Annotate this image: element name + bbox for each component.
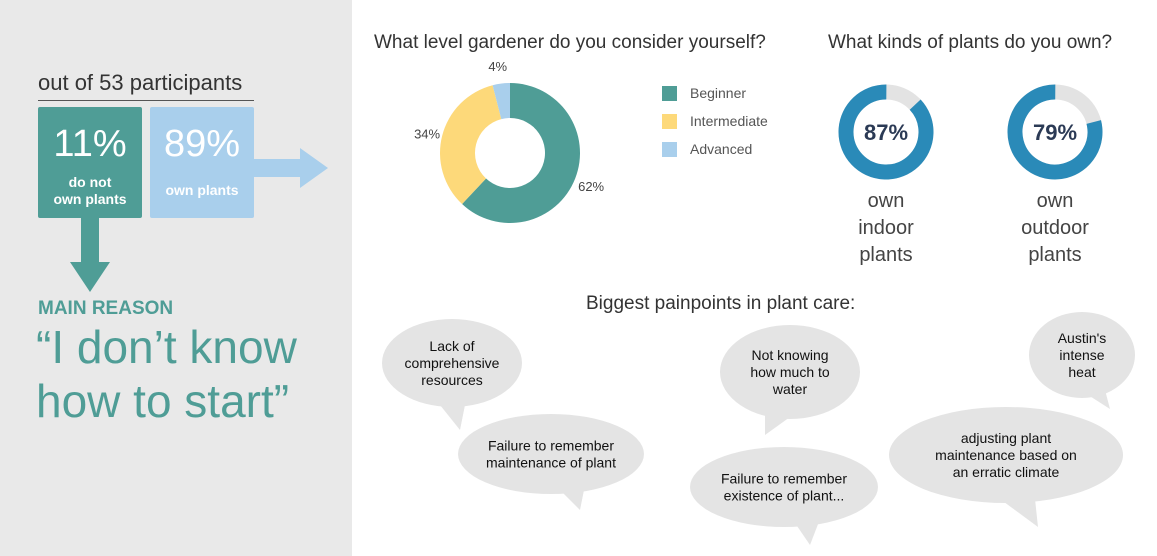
outdoor-ring-chart: 79% (1007, 84, 1103, 180)
legend-label: Advanced (690, 141, 753, 157)
plant-kinds-title: What kinds of plants do you own? (828, 32, 1113, 53)
painpoint-bubble: Failure to remember maintenance of plant (458, 414, 644, 510)
legend-label: Beginner (690, 85, 747, 101)
painpoint-text: Lack of comprehensive resources (405, 338, 500, 388)
bubble-shape (458, 414, 644, 494)
participants-divider (38, 100, 254, 101)
legend-label: Intermediate (690, 113, 768, 129)
participants-label: out of 53 participants (38, 70, 243, 95)
painpoint-bubble: adjusting plant maintenance based on an er… (889, 407, 1123, 527)
bubble-tail (795, 519, 820, 545)
outdoor-plants-ring: 79% own outdoor plants (975, 82, 1135, 266)
bubble-tail (1085, 390, 1110, 409)
main-reason-label: MAIN REASON (38, 298, 174, 319)
ring-value-arc (838, 84, 934, 180)
donut-data-label-beginner: 62% (578, 179, 604, 194)
donut-slice-beginner (462, 83, 580, 223)
donut-data-label-advanced: 4% (488, 60, 507, 74)
bubble-tail (1000, 499, 1038, 527)
legend-swatch (662, 114, 677, 129)
outdoor-ring-caption: own outdoor plants (1021, 190, 1089, 266)
painpoint-bubble: Austin's intense heat (1029, 312, 1135, 409)
ring-percent-label: 79% (1033, 120, 1077, 145)
bubble-shape (690, 447, 878, 527)
legend-swatch (662, 142, 677, 157)
bubble-shape (720, 325, 860, 419)
gardener-level-donut-chart: 62% 34% 4% (414, 60, 605, 223)
own-stat-box: 89% own plants (150, 107, 254, 218)
indoor-ring-caption: own indoor plants (858, 190, 914, 266)
own-text: own plants (165, 182, 239, 198)
donut-slice-intermediate (440, 85, 502, 205)
bubble-tail (560, 485, 585, 510)
main-reason-quote: “I don’t know how to start” (36, 321, 297, 427)
own-percent: 89% (163, 123, 241, 165)
painpoint-text: Failure to remember existence of plant... (721, 471, 847, 504)
bubble-tail (440, 405, 465, 430)
not-own-percent: 11% (53, 123, 127, 165)
painpoint-bubble: Lack of comprehensive resources (382, 319, 522, 430)
bubble-shape (382, 319, 522, 407)
not-own-stat-box: 11% do not own plants (38, 107, 142, 218)
ring-percent-label: 87% (864, 120, 908, 145)
donut-slice-advanced (492, 83, 510, 120)
indoor-ring-chart: 87% (838, 84, 934, 180)
painpoint-text: Not knowing how much to water (750, 347, 830, 397)
summary-panel: out of 53 participants 11% do not own pl… (0, 0, 352, 556)
painpoints-title: Biggest painpoints in plant care: (586, 293, 856, 314)
gardener-level-title: What level gardener do you consider your… (374, 32, 766, 53)
down-arrow-icon (70, 218, 110, 292)
bubble-shape (1029, 312, 1135, 398)
indoor-plants-ring: 87% own indoor plants (806, 82, 966, 266)
painpoint-text: adjusting plant maintenance based on an er… (935, 430, 1077, 480)
legend-swatch (662, 86, 677, 101)
donut-data-label-intermediate: 34% (414, 127, 440, 142)
painpoint-text: Failure to remember maintenance of plant (486, 438, 616, 471)
bubble-shape (889, 407, 1123, 503)
painpoint-bubble: Failure to remember existence of plant... (690, 447, 878, 545)
bubble-tail (765, 413, 790, 435)
right-arrow-icon (254, 148, 328, 188)
not-own-text: do not own plants (53, 174, 127, 207)
painpoint-bubble: Not knowing how much to water (720, 325, 860, 435)
painpoints-bubbles: Lack of comprehensive resources Failure to … (382, 312, 1135, 545)
painpoint-text: Austin's intense heat (1058, 330, 1107, 380)
